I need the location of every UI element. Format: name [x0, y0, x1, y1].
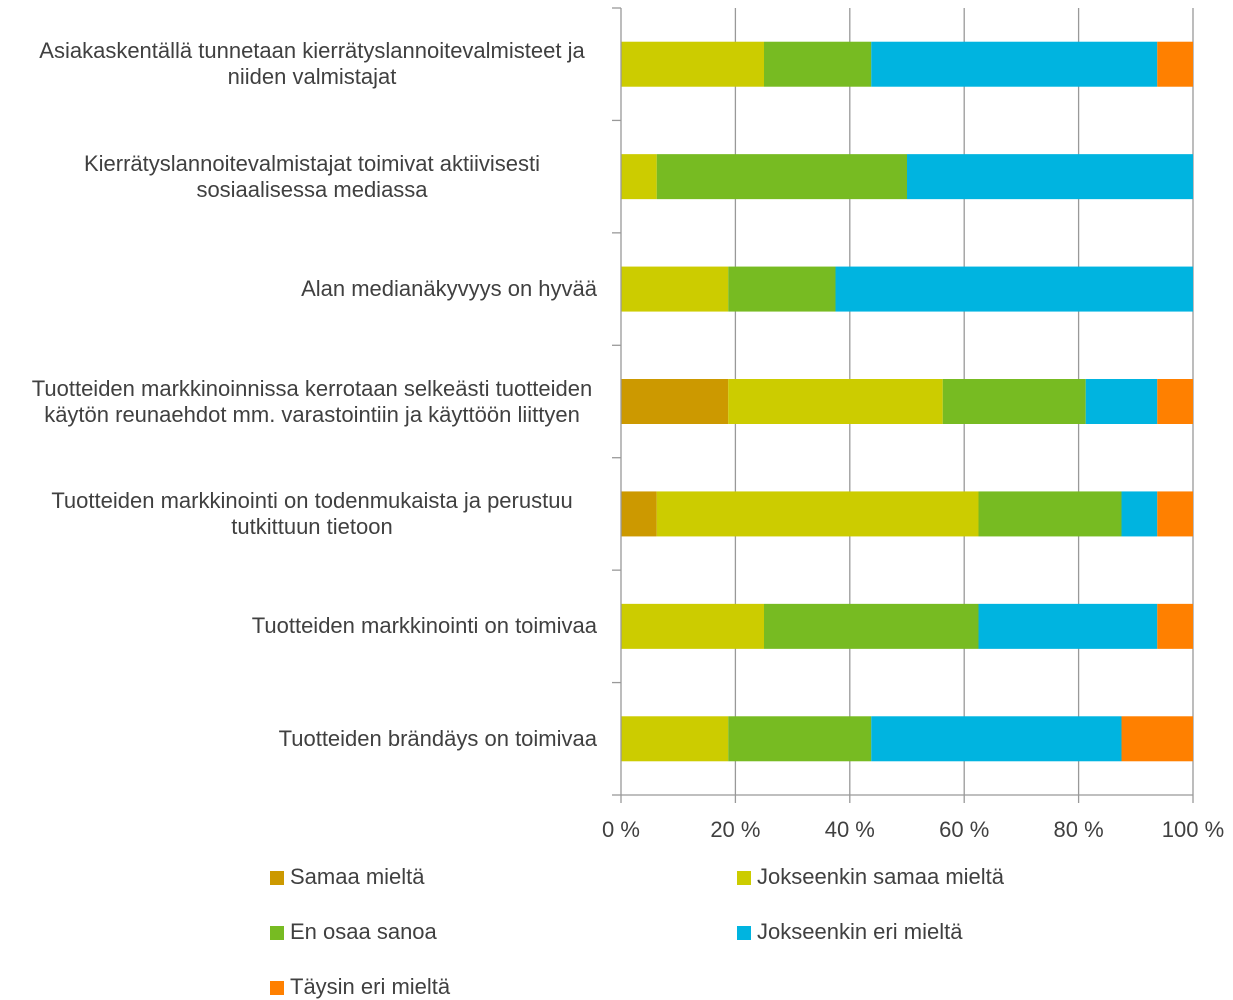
bar-segment	[1121, 491, 1158, 537]
bar-segment	[978, 491, 1122, 537]
bar-segment	[621, 716, 729, 762]
bar-segment	[978, 603, 1158, 649]
category-label: Tuotteiden markkinointi on todenmukaista…	[51, 487, 573, 539]
x-tick-label: 0 %	[602, 817, 640, 842]
legend-label: En osaa sanoa	[290, 919, 438, 944]
legend-swatch	[270, 981, 284, 995]
x-tick-label: 40 %	[825, 817, 875, 842]
legend-label: Täysin eri mieltä	[290, 974, 451, 999]
legend-swatch	[737, 926, 751, 940]
category-label: Kierrätyslannoitevalmistajat toimivat ak…	[83, 150, 541, 202]
legend-label: Jokseenkin eri mieltä	[757, 919, 963, 944]
bar-segment	[656, 154, 907, 200]
category-label: Tuotteiden markkinointi on toimivaa	[251, 613, 597, 639]
bar-segment	[907, 154, 1193, 200]
legend-swatch	[270, 871, 284, 885]
bar-segment	[871, 716, 1122, 762]
bar-segment	[764, 603, 979, 649]
bar-segment	[621, 154, 657, 200]
category-label: Alan medianäkyvyys on hyvää	[301, 276, 597, 302]
bar-segment	[942, 379, 1086, 424]
bar-segment	[621, 41, 764, 87]
x-tick-label: 60 %	[939, 817, 989, 842]
bar-segment	[1157, 491, 1193, 537]
bar-segment	[871, 41, 1158, 87]
bar-segment	[621, 379, 729, 424]
bar-segment	[835, 266, 1193, 312]
bar-segment	[728, 716, 872, 762]
bar-segment	[1157, 603, 1193, 649]
bar-segment	[1085, 379, 1158, 424]
category-label: Tuotteiden markkinoinnissa kerrotaan sel…	[31, 375, 593, 427]
bar-segment	[728, 266, 836, 312]
bar-segment	[764, 41, 872, 87]
x-tick-label: 100 %	[1162, 817, 1224, 842]
legend-label: Jokseenkin samaa mieltä	[757, 864, 1005, 889]
x-tick-label: 80 %	[1054, 817, 1104, 842]
bar-segment	[656, 491, 979, 537]
legend-swatch	[270, 926, 284, 940]
category-label: Tuotteiden brändäys on toimivaa	[278, 725, 597, 751]
bar-segment	[1121, 716, 1193, 762]
legend-label: Samaa mieltä	[290, 864, 425, 889]
bar-segment	[728, 379, 943, 424]
x-tick-label: 20 %	[710, 817, 760, 842]
bar-segment	[621, 603, 764, 649]
bar-segment	[1157, 41, 1193, 87]
bar-segment	[1157, 379, 1193, 424]
bar-segment	[621, 266, 729, 312]
legend-swatch	[737, 871, 751, 885]
category-label: Asiakaskentällä tunnetaan kierrätyslanno…	[39, 38, 585, 90]
bar-segment	[621, 491, 657, 537]
